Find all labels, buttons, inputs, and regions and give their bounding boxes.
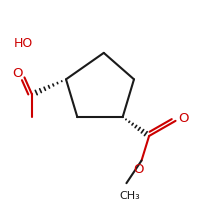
Text: O: O xyxy=(133,163,144,176)
Text: HO: HO xyxy=(14,37,33,50)
Text: O: O xyxy=(13,67,23,80)
Text: O: O xyxy=(178,112,188,125)
Text: CH₃: CH₃ xyxy=(119,191,140,200)
